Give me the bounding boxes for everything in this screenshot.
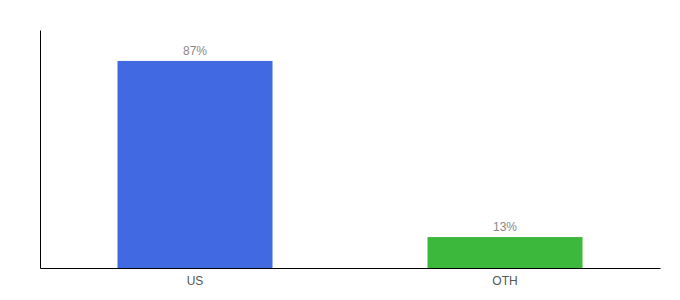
data-labels: 87% 13% xyxy=(183,44,517,234)
plot: US OTH 87% 13% xyxy=(41,31,661,288)
x-tick-label: US xyxy=(187,274,204,288)
chart: US OTH 87% 13% xyxy=(0,0,680,300)
x-tick: US xyxy=(187,274,204,288)
data-label: 13% xyxy=(493,220,517,234)
data-label: 87% xyxy=(183,44,207,58)
x-tick-label: OTH xyxy=(492,274,517,288)
bar xyxy=(428,237,583,268)
y-axis-line xyxy=(40,31,41,269)
x-axis: US OTH xyxy=(41,269,661,288)
x-tick: OTH xyxy=(492,274,517,288)
x-axis-line xyxy=(41,268,661,269)
bars xyxy=(118,61,583,268)
bar xyxy=(118,61,273,268)
y-axis xyxy=(40,31,41,269)
